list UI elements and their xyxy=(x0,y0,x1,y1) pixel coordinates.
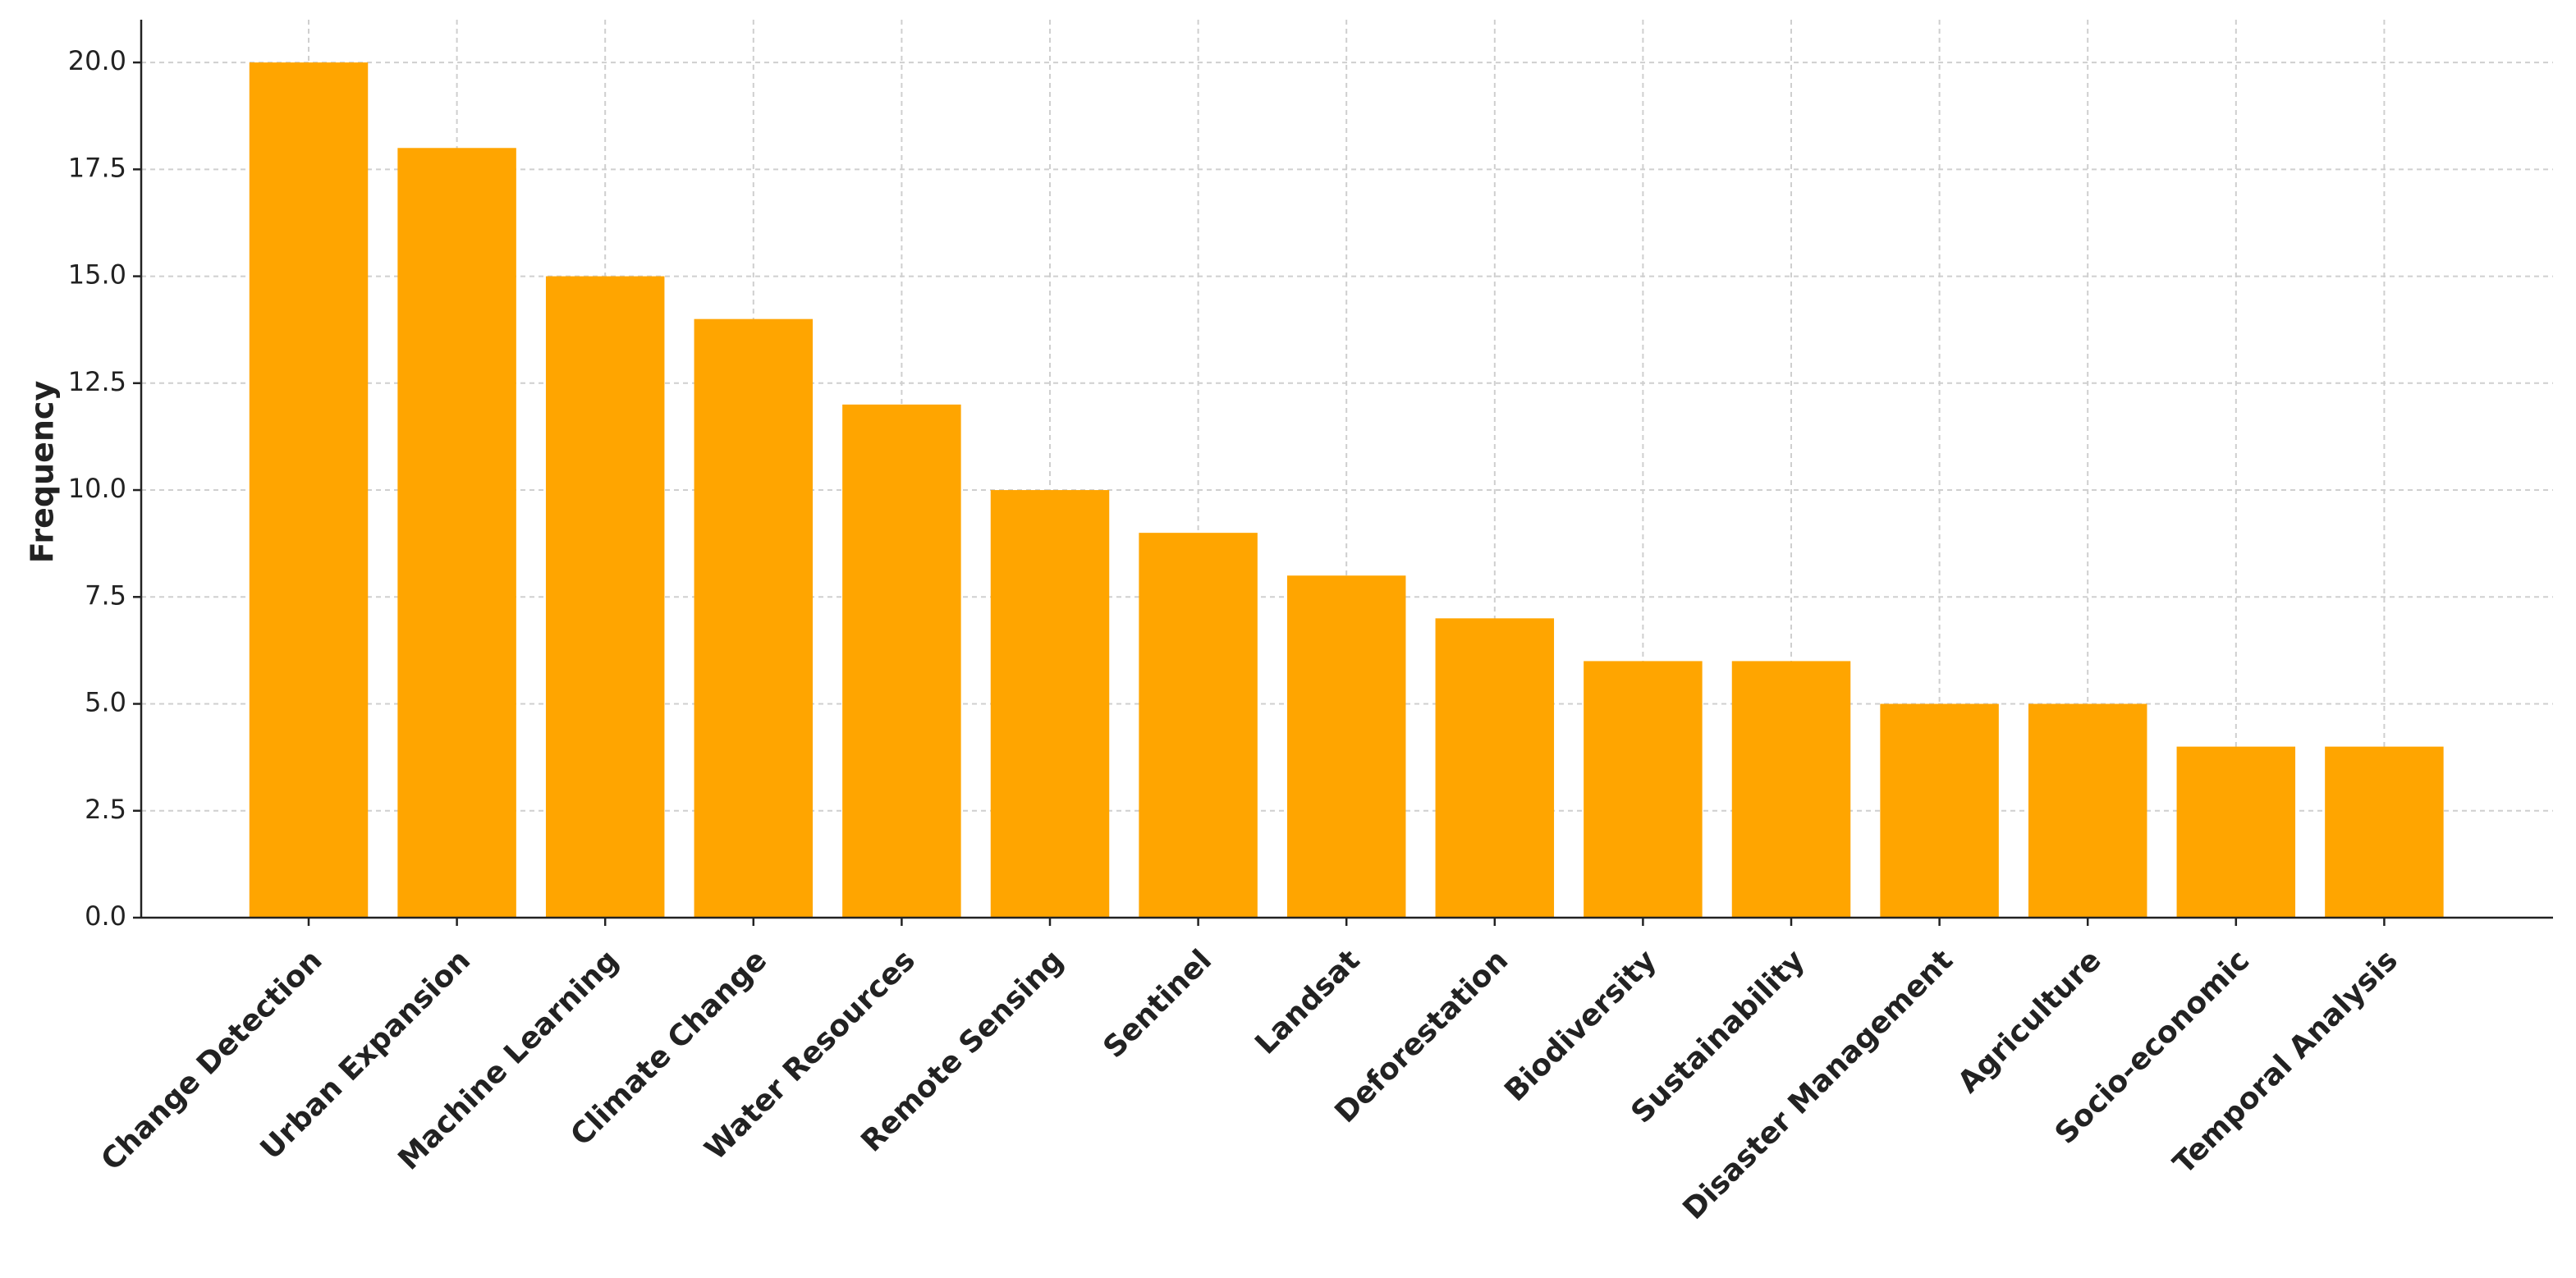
x-tick-label: Agriculture xyxy=(1951,943,2107,1099)
x-tick-label: Biodiversity xyxy=(1498,943,1663,1108)
y-axis-label: Frequency xyxy=(25,381,61,564)
y-tick-label: 5.0 xyxy=(85,687,126,718)
y-tick-label: 17.5 xyxy=(68,152,126,183)
bar xyxy=(1584,661,1703,918)
bar xyxy=(694,318,814,918)
y-tick-label: 0.0 xyxy=(85,900,126,932)
bar xyxy=(2325,746,2444,918)
x-tick-label: Landsat xyxy=(1249,943,1366,1060)
y-tick-label: 10.0 xyxy=(68,473,126,504)
y-tick-label: 15.0 xyxy=(68,259,126,291)
bar xyxy=(397,148,516,918)
bar xyxy=(842,404,961,918)
bar xyxy=(2028,703,2147,918)
y-tick-label: 20.0 xyxy=(68,45,126,76)
x-tick-label: Disaster Management xyxy=(1677,943,1960,1226)
y-tick-label: 7.5 xyxy=(85,579,126,611)
bar xyxy=(545,276,665,918)
y-tick-label: 12.5 xyxy=(68,366,126,397)
y-tick-label: 2.5 xyxy=(85,794,126,825)
bar xyxy=(2176,746,2296,918)
bar xyxy=(1139,533,1258,918)
bar xyxy=(990,490,1110,918)
bar xyxy=(249,62,369,918)
bar xyxy=(1435,618,1555,918)
x-tick-label: Sentinel xyxy=(1097,943,1218,1065)
bar xyxy=(1286,575,1406,918)
bar xyxy=(1731,661,1851,918)
bar xyxy=(1880,703,1999,918)
